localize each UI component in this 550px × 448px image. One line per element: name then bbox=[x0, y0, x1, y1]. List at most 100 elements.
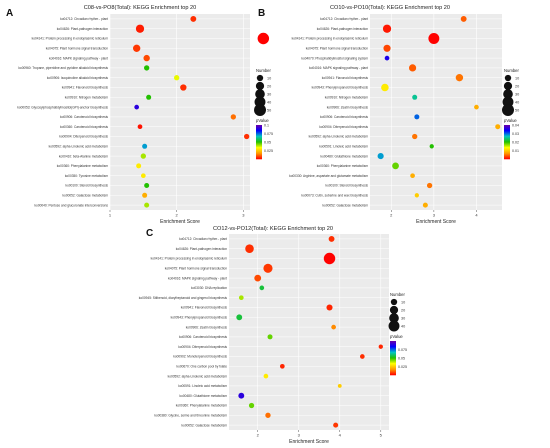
color-legend-title: pValue bbox=[390, 334, 403, 339]
term-label: ko00941: Flavonoid biosynthesis bbox=[62, 86, 109, 90]
data-point bbox=[136, 163, 142, 169]
term-label: ko00906: Zeatin biosynthesis bbox=[327, 105, 369, 109]
data-point bbox=[412, 94, 418, 100]
term-label: ko00410: beta-Alanine metabolism bbox=[59, 154, 108, 158]
size-legend-label: 20 bbox=[515, 84, 519, 88]
term-label: ko04141: Protein processing in endoplasm… bbox=[151, 257, 228, 261]
color-legend-title: pValue bbox=[256, 118, 269, 123]
color-legend-swatch bbox=[256, 147, 262, 149]
color-legend-swatch bbox=[256, 135, 262, 137]
color-legend-swatch bbox=[390, 349, 396, 351]
color-legend-swatch bbox=[504, 140, 510, 142]
term-label: ko04075: Plant hormone signal transducti… bbox=[46, 47, 108, 51]
data-point bbox=[428, 33, 440, 44]
size-legend-label: 30 bbox=[401, 316, 405, 320]
panel-c: C CO12-vs-PO12(Total): KEGG Enrichment to… bbox=[139, 226, 407, 445]
data-point bbox=[326, 304, 333, 311]
color-legend-swatch bbox=[390, 343, 396, 345]
color-legend-swatch bbox=[390, 373, 396, 375]
color-legend-swatch bbox=[256, 144, 262, 146]
color-legend-swatch bbox=[256, 138, 262, 140]
size-legend-label: 50 bbox=[515, 108, 519, 112]
color-legend-swatch bbox=[390, 371, 396, 373]
color-legend-swatch bbox=[390, 361, 396, 363]
term-label: ko00480: Glutathione metabolism bbox=[180, 394, 228, 398]
term-label: ko04626: Plant-pathogen interaction bbox=[176, 247, 227, 251]
color-legend-label: 0.1 bbox=[264, 123, 269, 127]
x-tick-label: 3 bbox=[242, 213, 245, 218]
term-label: ko04016: MAPK signaling pathway - plant bbox=[168, 276, 227, 280]
size-legend-label: 10 bbox=[401, 300, 405, 304]
term-label: ko00906: Zeatin biosynthesis bbox=[186, 325, 228, 329]
color-legend-swatch bbox=[504, 146, 510, 148]
color-legend-swatch bbox=[390, 369, 396, 371]
term-label: ko00904: Diterpenoid biosynthesis bbox=[59, 135, 108, 139]
color-legend-swatch bbox=[504, 125, 510, 127]
panel-label: C bbox=[146, 228, 153, 239]
data-point bbox=[137, 124, 143, 130]
x-tick-label: 3 bbox=[298, 433, 301, 438]
color-legend-swatch bbox=[504, 136, 510, 138]
data-point bbox=[254, 274, 262, 282]
term-label: ko00904: Diterpenoid biosynthesis bbox=[178, 345, 227, 349]
size-legend-title: Number bbox=[256, 68, 271, 73]
color-legend-swatch bbox=[256, 125, 262, 127]
color-legend-title: pValue bbox=[504, 118, 517, 123]
data-point bbox=[328, 235, 335, 242]
size-legend-dot bbox=[389, 305, 399, 315]
term-label: ko00592: alpha-Linolenic acid metabolism bbox=[309, 135, 369, 139]
term-label: ko04075: Plant hormone signal transducti… bbox=[165, 267, 227, 271]
color-legend-swatch bbox=[390, 352, 396, 354]
panel-b: B CO10-vs-PO10(Total): KEGG Enrichment to… bbox=[258, 5, 519, 225]
color-legend-swatch bbox=[504, 147, 510, 149]
color-legend-swatch bbox=[390, 360, 396, 362]
size-legend-dot bbox=[503, 81, 513, 91]
data-point bbox=[408, 64, 417, 72]
size-legend-label: 20 bbox=[401, 308, 405, 312]
color-legend-swatch bbox=[256, 136, 262, 138]
data-point bbox=[422, 202, 428, 208]
color-legend-swatch bbox=[256, 131, 262, 133]
color-legend-swatch bbox=[390, 341, 396, 343]
data-point bbox=[426, 182, 433, 189]
color-legend-swatch bbox=[256, 127, 262, 129]
term-label: ko00943: Phenylpropanoid biosynthesis bbox=[171, 316, 228, 320]
data-point bbox=[245, 244, 254, 253]
term-label: ko04626: Plant-pathogen interaction bbox=[57, 27, 108, 31]
color-legend-swatch bbox=[504, 153, 510, 155]
color-legend-swatch bbox=[256, 155, 262, 157]
color-legend-swatch bbox=[390, 364, 396, 366]
data-point bbox=[267, 334, 273, 340]
data-point bbox=[414, 114, 420, 120]
chart-title: C08-vs-PO8(Total): KEGG Enrichment top 2… bbox=[84, 5, 197, 11]
term-label: ko04712: Circadian rhythm - plant bbox=[179, 237, 227, 241]
color-legend-swatch bbox=[390, 345, 396, 347]
data-point bbox=[381, 83, 389, 92]
term-label: ko04141: Protein processing in endoplasm… bbox=[32, 37, 109, 41]
term-label: ko00380: Glycine, serine and threonine m… bbox=[154, 414, 227, 418]
color-legend-swatch bbox=[390, 351, 396, 353]
data-point bbox=[134, 104, 140, 110]
term-label: ko00591: Linoleic acid metabolism bbox=[319, 145, 368, 149]
color-legend-label: 0.025 bbox=[398, 365, 407, 369]
plot-panel bbox=[229, 234, 389, 430]
data-point bbox=[190, 15, 197, 22]
size-legend-label: 30 bbox=[515, 92, 519, 96]
term-label: ko04075: Plant hormone signal transducti… bbox=[306, 47, 368, 51]
size-legend-label: 10 bbox=[515, 76, 519, 80]
panel-label: A bbox=[6, 8, 13, 19]
size-legend-label: 50 bbox=[267, 108, 271, 112]
term-label: ko00670: One carbon pool by folate bbox=[176, 365, 227, 369]
data-point bbox=[382, 24, 392, 33]
color-legend-swatch bbox=[256, 132, 262, 134]
term-label: ko00910: Nitrogen metabolism bbox=[65, 96, 109, 100]
term-label: ko00040: Pentose and glucuronate interco… bbox=[34, 203, 108, 207]
term-label: ko04016: MAPK signaling pathway - plant bbox=[309, 66, 368, 70]
data-point bbox=[383, 44, 391, 52]
color-legend-swatch bbox=[256, 142, 262, 144]
term-label: ko00052: Galactose metabolism bbox=[181, 423, 227, 427]
size-legend-dot bbox=[503, 89, 513, 99]
data-point bbox=[331, 324, 336, 330]
term-label: ko00480: Glutathione metabolism bbox=[321, 154, 369, 158]
